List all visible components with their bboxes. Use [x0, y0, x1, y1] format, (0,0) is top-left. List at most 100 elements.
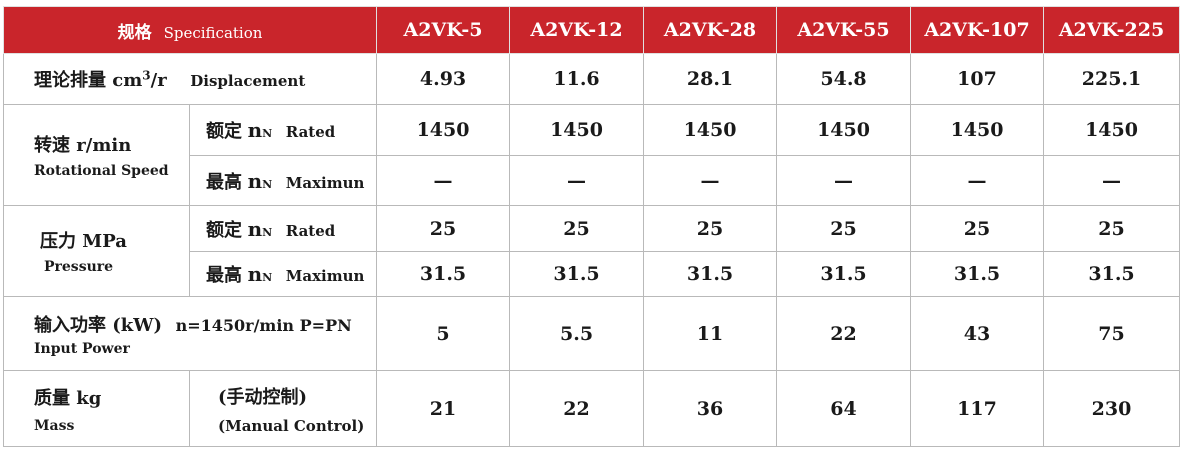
pressure-max-en: Maximun — [285, 267, 365, 285]
table-cell: 54.8 — [776, 53, 912, 105]
pressure-rated-n: n — [247, 216, 263, 241]
speed-max-zh: 最高 — [206, 171, 242, 193]
table-row-pressure-rated: 压力 MPa Pressure 额定 nN Rated 25 25 25 25 … — [3, 205, 1181, 297]
table-cell: 31.5 — [643, 251, 778, 297]
table-cell: — — [910, 155, 1045, 206]
pressure-rated-en: Rated — [285, 221, 336, 240]
pressure-label: 压力 MPa Pressure — [3, 205, 190, 297]
table-row-displacement: 理论排量 cm3/r Displacement 4.93 11.6 28.1 5… — [2, 53, 1181, 105]
speed-label: 转速 r/min Rotational Speed — [3, 104, 190, 206]
table-row-power: 输入功率 (kW) n=1450r/min P=PN Input Power 5… — [2, 296, 1181, 371]
table-cell: 31.5 — [776, 251, 912, 297]
mass-note-en: (Manual Control) — [218, 416, 365, 435]
table-cell: — — [509, 155, 645, 206]
table-cell: 1450 — [643, 104, 778, 156]
mass-label-en: Mass — [34, 417, 75, 434]
table-cell: 75 — [1043, 296, 1181, 371]
table-cell: — — [643, 155, 778, 206]
displacement-label-sup: 3 — [142, 68, 151, 83]
pressure-rated-sub: N — [262, 225, 273, 239]
table-cell: 25 — [776, 205, 912, 252]
table-cell: 25 — [509, 205, 645, 252]
power-label-zh: 输入功率 (kW) — [34, 314, 162, 336]
speed-max-label: 最高 nN Maximun — [188, 155, 378, 206]
pressure-rated-label: 额定 nN Rated — [188, 205, 378, 252]
table-row-pressure-max: 最高 nN Maximun 31.5 31.5 31.5 31.5 31.5 3… — [4, 251, 1181, 297]
header-model: A2VK-225 — [1043, 6, 1181, 54]
speed-label-en: Rotational Speed — [34, 163, 169, 179]
header-model: A2VK-12 — [509, 6, 645, 54]
table-cell: 1450 — [1043, 104, 1181, 156]
table-cell: — — [1043, 155, 1181, 206]
displacement-label: 理论排量 cm3/r Displacement — [2, 53, 378, 105]
table-row-speed-rated: 转速 r/min Rotational Speed 额定 nN Rated 14… — [3, 104, 1181, 206]
table-cell: 1450 — [910, 104, 1045, 156]
table-cell: 11.6 — [509, 53, 645, 105]
speed-rated-label: 额定 nN Rated — [188, 104, 378, 156]
table-cell: 64 — [776, 370, 912, 447]
table-cell: 31.5 — [509, 251, 645, 297]
power-label-en: Input Power — [34, 340, 130, 357]
table-cell: 25 — [910, 205, 1045, 252]
table-cell: 31.5 — [1043, 251, 1181, 297]
table-cell: 117 — [910, 370, 1045, 447]
speed-rated-en: Rated — [285, 123, 336, 141]
table-cell: 22 — [776, 296, 912, 371]
header-spec: 规格 Specification — [2, 6, 378, 54]
mass-label-zh: 质量 kg — [34, 387, 102, 409]
table-cell: 21 — [376, 370, 511, 447]
table-row-mass: 质量 kg Mass (手动控制) (Manual Control) 21 22… — [3, 370, 1181, 447]
table-cell: 36 — [643, 370, 778, 447]
speed-rated-sub: N — [262, 127, 273, 140]
table-cell: 5 — [376, 296, 511, 371]
spec-table: 规格 Specification A2VK-5 A2VK-12 A2VK-28 A… — [2, 6, 1181, 447]
table-cell: 230 — [1043, 370, 1181, 447]
header-model: A2VK-55 — [776, 6, 912, 54]
speed-rated-n: n — [247, 118, 263, 142]
header-model: A2VK-107 — [910, 6, 1045, 54]
speed-label-zh: 转速 r/min — [34, 135, 132, 156]
table-cell: 25 — [643, 205, 778, 252]
speed-rated-zh: 额定 — [206, 121, 242, 142]
speed-max-sub: N — [262, 177, 273, 191]
table-cell: 225.1 — [1043, 53, 1181, 105]
table-cell: 22 — [509, 370, 645, 447]
table-cell: 25 — [376, 205, 511, 252]
table-cell: 31.5 — [910, 251, 1045, 297]
table-cell: 1450 — [376, 104, 511, 156]
header-model: A2VK-5 — [376, 6, 511, 54]
table-cell: — — [376, 155, 511, 206]
pressure-label-en: Pressure — [44, 259, 114, 275]
header-row: 规格 Specification A2VK-5 A2VK-12 A2VK-28 A… — [2, 6, 1181, 54]
pressure-max-n: n — [247, 262, 263, 286]
table-cell: 28.1 — [643, 53, 778, 105]
mass-label: 质量 kg Mass — [3, 370, 190, 447]
table-row-speed-max: 最高 nN Maximun — — — — — — — [4, 155, 1181, 206]
pressure-max-sub: N — [262, 271, 273, 284]
displacement-label-unit: /r — [150, 70, 167, 91]
table-cell: 11 — [643, 296, 778, 371]
table-cell: 31.5 — [376, 251, 511, 297]
power-label-cond: n=1450r/min P=PN — [175, 315, 352, 335]
pressure-label-zh: 压力 MPa — [40, 231, 127, 252]
displacement-label-zh: 理论排量 cm — [34, 70, 143, 91]
spec-table-container: 规格 Specification A2VK-5 A2VK-12 A2VK-28 A… — [2, 6, 1181, 447]
table-cell: 4.93 — [376, 53, 511, 105]
table-cell: 5.5 — [509, 296, 645, 371]
speed-max-en: Maximun — [285, 173, 365, 192]
table-cell: 107 — [910, 53, 1045, 105]
mass-note-zh: (手动控制) — [218, 386, 308, 408]
mass-note: (手动控制) (Manual Control) — [188, 370, 378, 447]
table-cell: 1450 — [776, 104, 912, 156]
table-cell: 43 — [910, 296, 1045, 371]
displacement-label-en: Displacement — [190, 72, 306, 90]
table-cell: 1450 — [509, 104, 645, 156]
pressure-max-zh: 最高 — [206, 265, 242, 286]
header-spec-zh: 规格 — [117, 22, 152, 43]
table-cell: 25 — [1043, 205, 1181, 252]
header-spec-en: Specification — [163, 23, 263, 42]
power-label: 输入功率 (kW) n=1450r/min P=PN Input Power — [2, 296, 378, 371]
pressure-max-label: 最高 nN Maximun — [188, 251, 378, 297]
speed-max-n: n — [247, 168, 263, 193]
table-cell: — — [776, 155, 912, 206]
